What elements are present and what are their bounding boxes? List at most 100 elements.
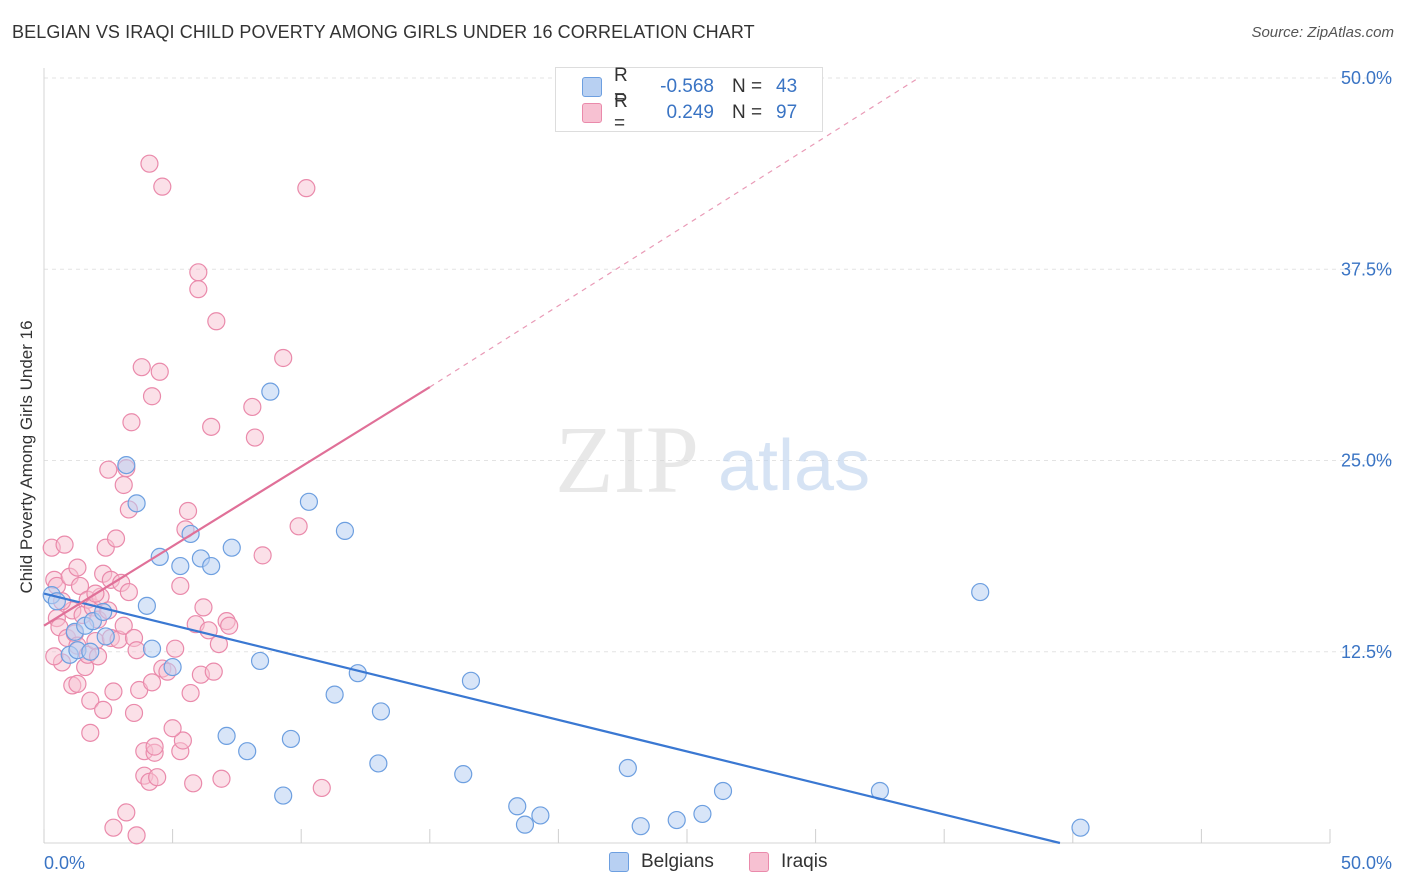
trend-lines — [43, 77, 1061, 845]
belgians-point — [137, 596, 156, 615]
grid-lines — [44, 77, 1392, 653]
legend-label-iraqis: Iraqis — [781, 851, 828, 872]
belgians-point — [618, 758, 637, 778]
source-label: Source: ZipAtlas.com — [1251, 24, 1394, 41]
n-label: N = — [732, 76, 763, 97]
belgians-point — [163, 657, 182, 677]
iraqis-point — [297, 179, 316, 198]
iraqis-point — [132, 358, 151, 377]
iraqis-point — [289, 517, 308, 536]
iraqis-point — [173, 731, 192, 750]
iraqis-point — [142, 387, 162, 406]
chart-title: BELGIAN VS IRAQI CHILD POVERTY AMONG GIR… — [12, 22, 755, 42]
iraqis-point — [274, 348, 293, 368]
legend-item-belgians: Belgians — [609, 851, 714, 873]
belgians-point — [713, 781, 733, 801]
iraqis-point — [127, 826, 146, 845]
iraqis-point — [127, 641, 146, 660]
legend-row-belgians: R = -0.568 N = 43 — [582, 65, 798, 108]
iraqis-point — [207, 312, 226, 331]
belgians-point — [281, 729, 301, 749]
x-tick-label: 50.0% — [1341, 853, 1392, 873]
y-tick-label: 25.0% — [1341, 451, 1392, 471]
iraqis-point — [212, 769, 231, 788]
n-label: N = — [732, 102, 763, 123]
iraqis-point — [114, 616, 133, 635]
iraqis-point — [171, 576, 190, 596]
iraqis-point — [104, 818, 123, 837]
x-tick-label: 0.0% — [44, 853, 85, 873]
belgians-point — [454, 765, 473, 784]
watermark: ZIP atlas — [555, 406, 870, 513]
iraqis-point — [189, 263, 208, 282]
iraqis-point — [68, 674, 87, 693]
belgians-swatch — [582, 77, 602, 97]
iraqis-point — [184, 774, 203, 793]
belgians-point — [369, 754, 388, 773]
belgians-point — [693, 804, 712, 824]
belgians-point — [531, 806, 550, 825]
belgians-point — [96, 627, 115, 646]
series-legend: Belgians Iraqis — [0, 851, 1406, 877]
belgians-point — [217, 726, 236, 746]
belgians-point — [631, 817, 650, 836]
iraqis-point — [142, 673, 162, 692]
belgians-point — [371, 702, 391, 721]
belgians-point — [971, 582, 990, 602]
iraqis-swatch — [582, 103, 602, 123]
belgians-point — [1071, 818, 1090, 837]
iraqis-point — [150, 362, 169, 381]
belgians-point — [508, 797, 527, 816]
iraqis-point — [104, 682, 123, 701]
iraqis-point — [122, 413, 141, 432]
n-value: 43 — [776, 76, 798, 97]
iraqis-point — [106, 529, 126, 548]
belgians-point — [171, 556, 190, 576]
belgians-point — [335, 521, 355, 540]
iraqis-point — [99, 460, 118, 479]
iraqis-point — [148, 768, 167, 787]
iraqis-point — [312, 778, 331, 798]
belgians-point — [667, 810, 686, 830]
legend-item-iraqis: Iraqis — [749, 851, 827, 873]
iraqis-point — [189, 280, 208, 299]
iraqis-trend-line — [43, 386, 431, 627]
belgians-swatch — [609, 852, 629, 872]
watermark-atlas: atlas — [718, 426, 870, 506]
iraqis-point — [245, 428, 265, 447]
belgians-point — [142, 639, 162, 658]
iraqis-point — [45, 647, 64, 666]
y-tick-label: 37.5% — [1341, 259, 1392, 279]
iraqis-point — [202, 417, 221, 436]
iraqis-point — [181, 683, 200, 703]
tick-labels: 12.5% 25.0% 37.5% 50.0% 0.0% 50.0% — [44, 68, 1392, 873]
watermark-zip: ZIP — [555, 406, 699, 513]
iraqis-point — [55, 535, 74, 554]
r-label: R = — [614, 65, 628, 108]
belgians-point — [274, 786, 293, 805]
y-tick-label: 12.5% — [1341, 642, 1392, 662]
iraqis-point — [166, 639, 185, 658]
iraqis-point — [145, 737, 164, 756]
n-value: 97 — [776, 102, 798, 123]
belgians-point — [515, 815, 535, 834]
belgians-trend-line — [43, 592, 1061, 845]
belgians-point — [461, 671, 481, 690]
iraqis-point — [178, 501, 198, 521]
belgians-point — [325, 685, 344, 704]
axes — [43, 68, 1331, 844]
iraqis-point — [163, 719, 182, 738]
iraqis-point — [68, 558, 87, 577]
iraqis-point — [220, 616, 239, 635]
belgians-point — [261, 382, 280, 401]
iraqis-point — [119, 582, 138, 602]
iraqis-point — [70, 576, 90, 596]
r-value: -0.568 — [660, 76, 714, 97]
belgians-point — [127, 494, 146, 513]
iraqis-point — [114, 475, 133, 495]
y-tick-label: 50.0% — [1341, 68, 1392, 88]
legend-label-belgians: Belgians — [641, 851, 714, 872]
belgians-point — [117, 455, 136, 475]
iraqis-trend-extension — [429, 77, 919, 388]
